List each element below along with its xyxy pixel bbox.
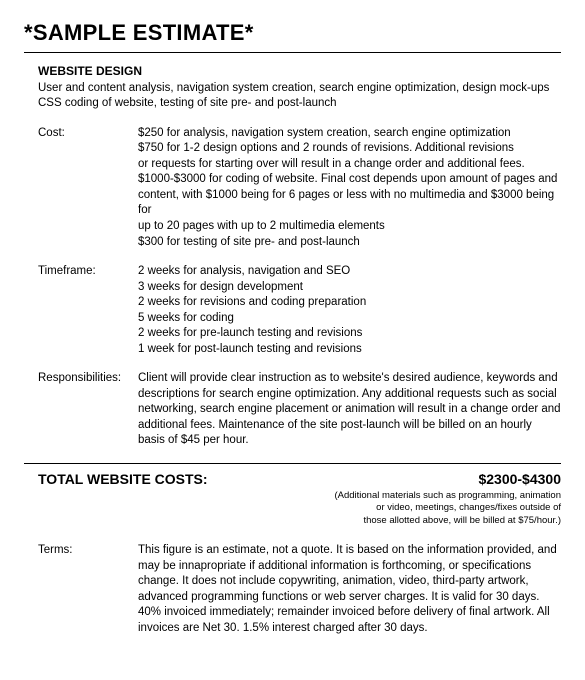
- responsibilities-label: Responsibilities:: [38, 371, 138, 449]
- timeframe-label: Timeframe:: [38, 264, 138, 357]
- document-title: *SAMPLE ESTIMATE*: [24, 18, 561, 48]
- cost-label: Cost:: [38, 126, 138, 250]
- total-row: TOTAL WEBSITE COSTS: $2300-$4300 (Additi…: [24, 470, 561, 528]
- timeframe-line: 3 weeks for design development: [138, 280, 561, 296]
- cost-line: $250 for analysis, navigation system cre…: [138, 126, 561, 142]
- terms-body: This figure is an estimate, not a quote.…: [138, 543, 561, 636]
- timeframe-line: 5 weeks for coding: [138, 311, 561, 327]
- total-label: TOTAL WEBSITE COSTS:: [38, 470, 208, 489]
- terms-section: Terms: This figure is an estimate, not a…: [24, 543, 561, 636]
- cost-line: or requests for starting over will resul…: [138, 157, 561, 173]
- total-note-line: those allotted above, will be billed at …: [334, 515, 561, 527]
- cost-line: $300 for testing of site pre- and post-l…: [138, 235, 561, 251]
- cost-line: $750 for 1-2 design options and 2 rounds…: [138, 141, 561, 157]
- section-heading: WEBSITE DESIGN: [38, 63, 561, 79]
- cost-line: up to 20 pages with up to 2 multimedia e…: [138, 219, 561, 235]
- timeframe-body: 2 weeks for analysis, navigation and SEO…: [138, 264, 561, 357]
- timeframe-row: Timeframe: 2 weeks for analysis, navigat…: [38, 264, 561, 357]
- cost-row: Cost: $250 for analysis, navigation syst…: [38, 126, 561, 250]
- cost-body: $250 for analysis, navigation system cre…: [138, 126, 561, 250]
- timeframe-line: 2 weeks for analysis, navigation and SEO: [138, 264, 561, 280]
- section-description: User and content analysis, navigation sy…: [38, 81, 561, 112]
- divider-total: [24, 463, 561, 464]
- timeframe-line: 2 weeks for revisions and coding prepara…: [138, 295, 561, 311]
- timeframe-line: 2 weeks for pre-launch testing and revis…: [138, 326, 561, 342]
- cost-line: $1000-$3000 for coding of website. Final…: [138, 172, 561, 188]
- divider-top: [24, 52, 561, 53]
- website-design-section: WEBSITE DESIGN User and content analysis…: [24, 63, 561, 449]
- terms-label: Terms:: [38, 543, 138, 636]
- total-note-line: (Additional materials such as programmin…: [334, 490, 561, 502]
- terms-row: Terms: This figure is an estimate, not a…: [38, 543, 561, 636]
- responsibilities-body: Client will provide clear instruction as…: [138, 371, 561, 449]
- responsibilities-row: Responsibilities: Client will provide cl…: [38, 371, 561, 449]
- total-note-line: or video, meetings, changes/fixes outsid…: [334, 502, 561, 514]
- timeframe-line: 1 week for post-launch testing and revis…: [138, 342, 561, 358]
- total-right: $2300-$4300 (Additional materials such a…: [334, 470, 561, 528]
- total-amount: $2300-$4300: [334, 470, 561, 489]
- cost-line: content, with $1000 being for 6 pages or…: [138, 188, 561, 219]
